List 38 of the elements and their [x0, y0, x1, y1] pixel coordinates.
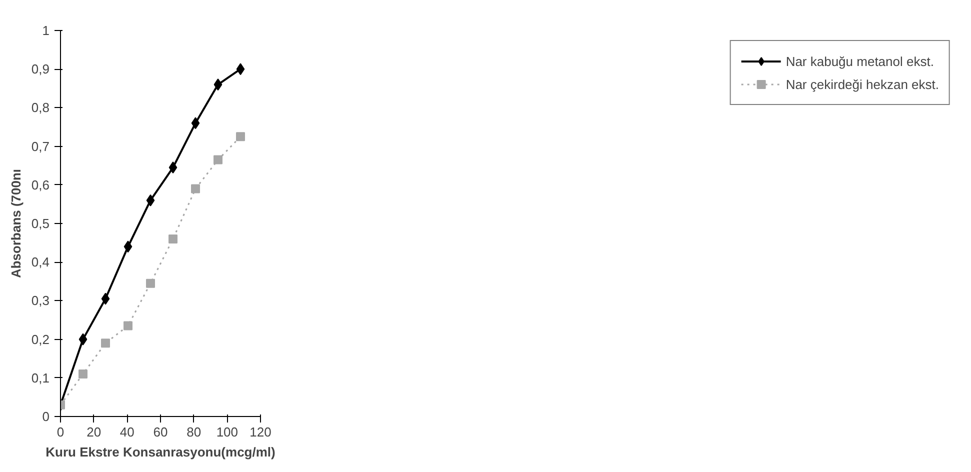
y-tick-label: 0,1 [31, 370, 50, 386]
x-tick-label: 120 [250, 424, 272, 440]
point [146, 194, 155, 206]
point [236, 63, 245, 76]
y-tick-label: 0,7 [31, 138, 50, 154]
x-axis-title: Kuru Ekstre Konsanrasyonu(mcg/ml) [46, 444, 276, 460]
y-tick-label: 0,4 [31, 254, 50, 270]
point [214, 78, 222, 91]
point [146, 278, 155, 288]
x-tick-label: 80 [186, 424, 202, 440]
point [214, 155, 222, 164]
point [168, 234, 178, 244]
x-tick-label: 20 [86, 424, 102, 440]
point [124, 240, 132, 253]
y-tick-label: 0 [42, 409, 50, 424]
y-tick-label: 0,3 [31, 293, 50, 308]
y-tick-label: 0,6 [31, 177, 50, 192]
point [124, 321, 132, 330]
y-tick-label: 1 [42, 23, 50, 38]
y-tick-label: 0,2 [31, 332, 50, 347]
point [78, 333, 88, 346]
x-tick-label: 0 [56, 424, 64, 440]
x-tick-label: 40 [120, 424, 134, 440]
x-tick-label: 60 [153, 424, 168, 440]
y-tick-label: 0,5 [31, 216, 50, 231]
point [191, 184, 200, 194]
point [236, 132, 245, 142]
y-tick-label: 0,8 [31, 100, 50, 116]
point [168, 162, 178, 174]
point [101, 338, 110, 348]
point [78, 370, 88, 379]
point [191, 117, 200, 130]
y-tick-label: 0,9 [31, 62, 50, 77]
legend-label: Nar kabuğu metanol ekst. [786, 54, 934, 68]
point [101, 292, 110, 305]
x-tick-label: 100 [216, 424, 238, 440]
legend-label: Nar çekirdeği hekzan ekst. [786, 76, 939, 92]
y-axis-title: Absorbans (700nı [8, 168, 24, 278]
